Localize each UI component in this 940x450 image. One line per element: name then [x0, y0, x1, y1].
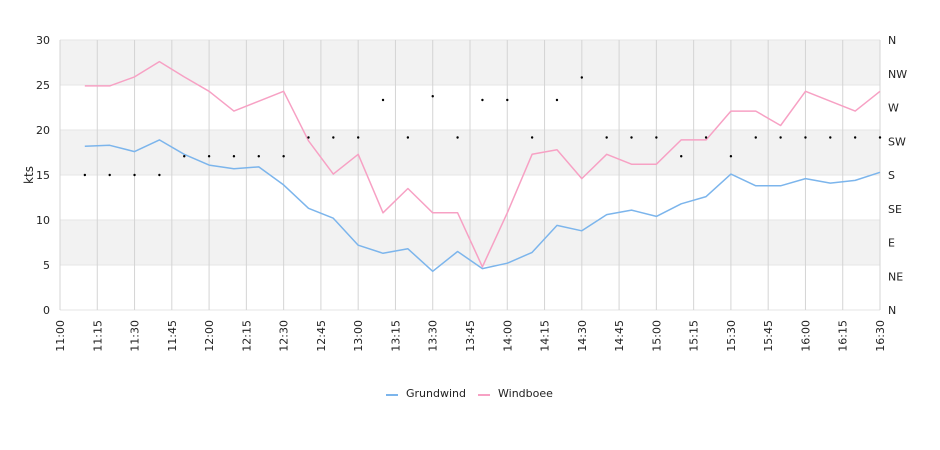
direction-dot: [381, 98, 385, 102]
direction-dot: [729, 155, 733, 158]
x-tick-label: 11:00: [54, 320, 67, 352]
x-tick-label: 12:30: [278, 320, 291, 352]
x-tick-label: 16:15: [837, 320, 850, 352]
series-line-grundwind: [84, 139, 881, 273]
x-tick-label: 11:15: [91, 320, 104, 352]
y-tick-label: 10: [36, 214, 50, 227]
direction-dot: [704, 136, 708, 139]
direction-dot: [630, 136, 633, 139]
gridlines: [59, 39, 881, 311]
direction-dot: [356, 136, 360, 139]
direction-dot: [183, 155, 186, 158]
direction-tick-label: E: [888, 237, 895, 250]
y-tick-label: 0: [43, 304, 50, 317]
x-tick-label: 15:45: [762, 320, 775, 352]
direction-tick-label: SE: [888, 203, 902, 216]
x-tick-label: 16:30: [874, 320, 887, 352]
x-tick-label: 14:00: [501, 320, 514, 352]
legend: Grundwind Windboee: [386, 387, 553, 400]
x-axis-ticks: 11:00 11:15 11:30 11:45 12:00 12:15 12:30 12:45…: [54, 320, 887, 352]
direction-dot: [779, 136, 782, 139]
y-tick-label: 15: [36, 169, 50, 182]
direction-dot: [456, 136, 459, 139]
x-tick-label: 11:30: [129, 320, 142, 352]
y-tick-label: 5: [43, 259, 50, 272]
direction-tick-label: W: [888, 102, 899, 115]
direction-dot: [555, 98, 559, 102]
x-tick-label: 13:15: [389, 320, 402, 352]
x-tick-label: 12:45: [315, 320, 328, 352]
x-tick-label: 14:30: [576, 320, 589, 352]
wind-direction-dots: [83, 76, 882, 177]
x-tick-label: 13:00: [352, 320, 365, 352]
direction-dot: [83, 173, 87, 177]
x-tick-label: 15:00: [650, 320, 663, 352]
direction-dot: [108, 173, 111, 177]
direction-dot: [207, 155, 211, 158]
direction-dot: [431, 95, 434, 98]
direction-dot: [232, 155, 236, 158]
direction-tick-label: SW: [888, 135, 906, 148]
x-tick-label: 15:15: [688, 320, 701, 352]
x-tick-label: 12:15: [240, 320, 253, 352]
direction-dot: [580, 76, 584, 79]
y-tick-label: 25: [36, 79, 50, 92]
direction-dot: [481, 98, 484, 102]
x-tick-label: 12:00: [203, 320, 216, 352]
direction-dot: [332, 136, 335, 139]
y-tick-label: 20: [36, 124, 50, 137]
direction-dot: [133, 173, 136, 177]
direction-dot: [506, 98, 509, 102]
series-line-windboee: [84, 60, 881, 268]
direction-tick-label: N: [888, 34, 896, 47]
right-axis-ticks: N NE E SE S SW W NW N: [888, 34, 907, 317]
direction-tick-label: S: [888, 169, 895, 182]
direction-dot: [605, 136, 608, 139]
x-tick-label: 15:30: [725, 320, 738, 352]
x-tick-label: 13:30: [427, 320, 440, 352]
direction-dot: [680, 155, 683, 158]
direction-dot: [829, 136, 832, 139]
direction-tick-label: NE: [888, 270, 903, 283]
direction-dot: [307, 136, 310, 139]
legend-item-label: Windboee: [498, 387, 553, 400]
direction-tick-label: N: [888, 304, 896, 317]
x-tick-label: 14:15: [539, 320, 552, 352]
direction-dot: [853, 136, 857, 139]
direction-dot: [804, 136, 807, 139]
x-tick-label: 16:00: [799, 320, 812, 352]
direction-dot: [530, 136, 534, 139]
direction-dot: [878, 136, 882, 139]
direction-dot: [754, 136, 757, 139]
y-axis-ticks: 0 5 10 15 20 25 30: [36, 34, 50, 317]
legend-item-label: Grundwind: [406, 387, 466, 400]
direction-dot: [257, 155, 260, 158]
direction-dot: [158, 173, 161, 177]
direction-dot: [406, 136, 410, 139]
x-tick-label: 14:45: [613, 320, 626, 352]
direction-dot: [282, 155, 285, 158]
x-tick-label: 13:45: [464, 320, 477, 352]
direction-dot: [655, 136, 658, 139]
y-axis-title: kts: [22, 166, 36, 184]
y-tick-label: 30: [36, 34, 50, 47]
direction-tick-label: NW: [888, 68, 907, 81]
x-tick-label: 11:45: [166, 320, 179, 352]
series-lines: [84, 60, 881, 273]
